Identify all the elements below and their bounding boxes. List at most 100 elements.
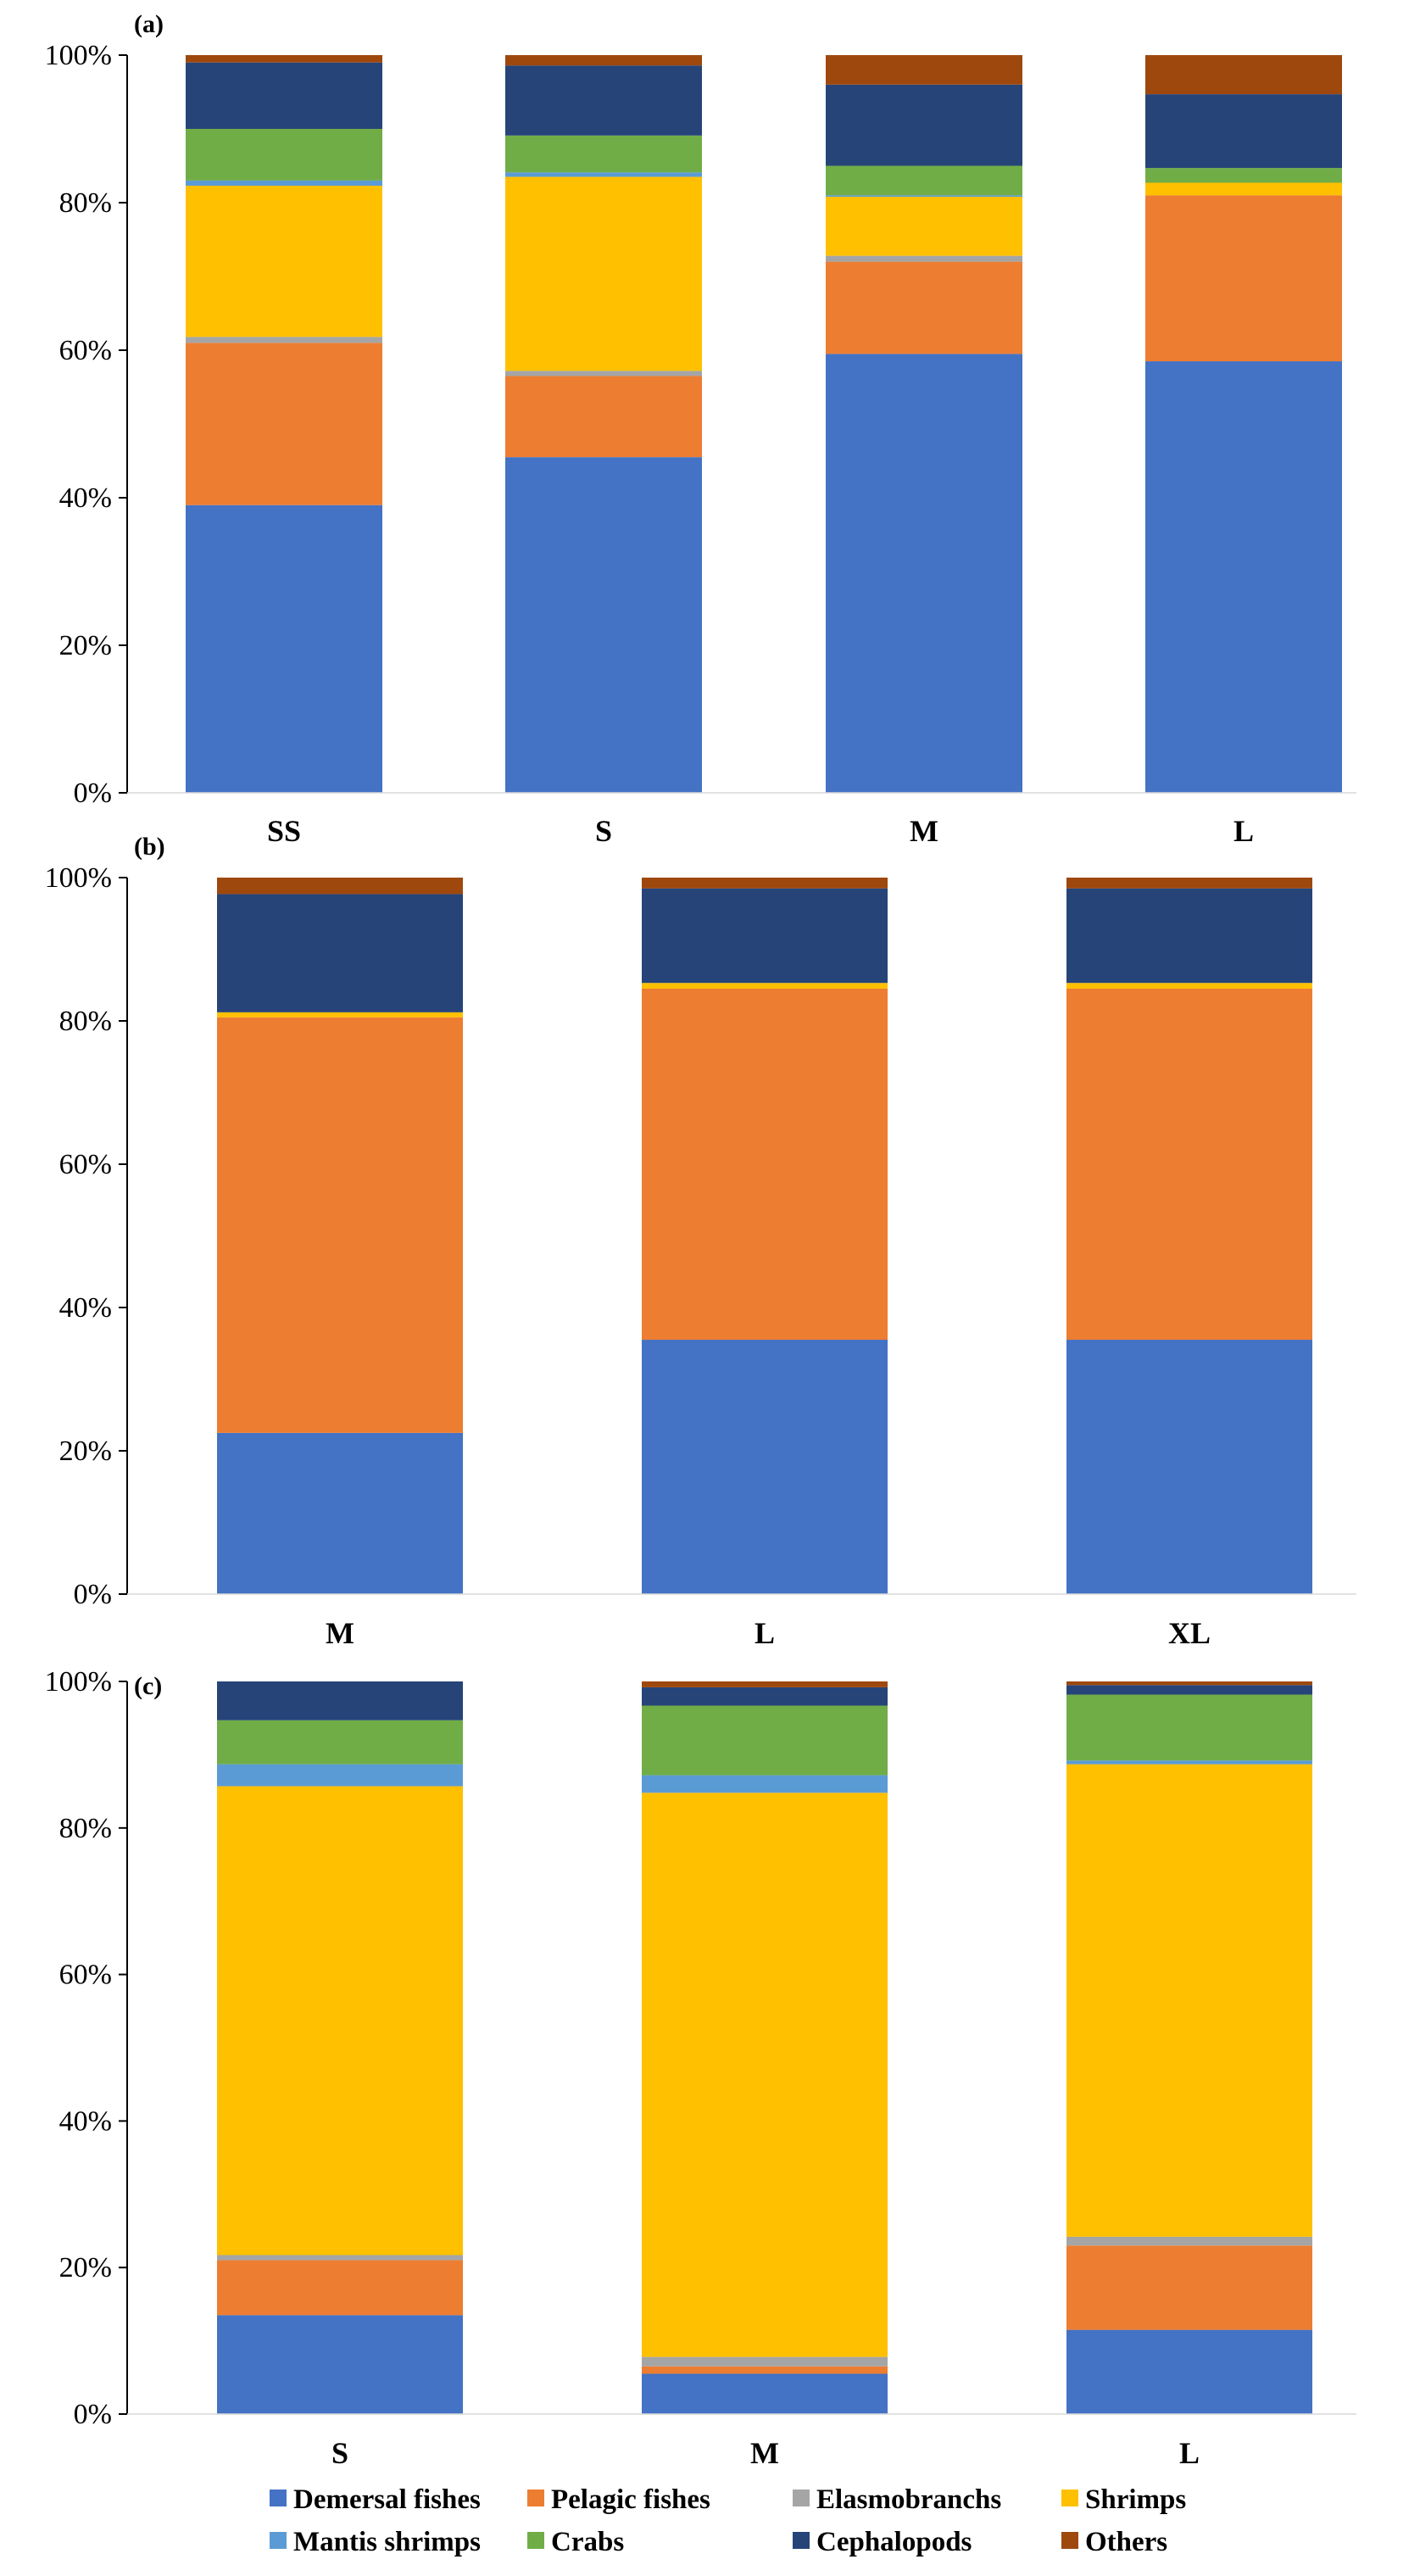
bar-m-pelagic-fishes (217, 1017, 463, 1433)
y-tick-label: 0% (74, 1579, 112, 1610)
y-tick-label: 40% (59, 482, 112, 514)
bar-m-demersal-fishes (642, 2373, 888, 2414)
panel-label: (c) (134, 1672, 162, 1700)
legend-item-pelagic-fishes: Pelagic fishes (527, 2484, 710, 2515)
legend-item-elasmobranchs: Elasmobranchs (793, 2484, 1001, 2515)
legend-swatch (793, 2532, 810, 2549)
bar-m-others (217, 878, 463, 895)
legend-swatch (1061, 2532, 1078, 2549)
bar-l-demersal-fishes (1145, 361, 1342, 793)
bar-m-shrimps (826, 197, 1022, 256)
bar-m-cephalopods (642, 1687, 888, 1706)
legend-swatch (270, 2490, 287, 2506)
bar-s-shrimps (505, 176, 702, 371)
bar-m-elasmobranchs (642, 2356, 888, 2367)
y-tick-label: 100% (45, 40, 112, 71)
category-label-m: M (326, 1616, 354, 1650)
bar-s-elasmobranchs (217, 2255, 463, 2261)
bar-m-mantis-shrimps (642, 1775, 888, 1793)
bar-l-demersal-fishes (1066, 2329, 1312, 2414)
bar-m-pelagic-fishes (826, 261, 1022, 354)
legend-item-shrimps: Shrimps (1061, 2484, 1186, 2515)
bar-l-crabs (1066, 1694, 1312, 1761)
bar-m-demersal-fishes (217, 1432, 463, 1594)
category-label-l: L (1233, 814, 1254, 848)
category-label-xl: XL (1168, 1616, 1211, 1650)
bar-l-elasmobranchs (1066, 2236, 1312, 2246)
legend-swatch (1061, 2490, 1078, 2506)
y-tick-label: 0% (74, 2399, 112, 2430)
y-tick-label: 40% (59, 1292, 112, 1324)
legend-item-cephalopods: Cephalopods (793, 2527, 972, 2557)
bar-ss-shrimps (186, 185, 382, 337)
bar-ss-elasmobranchs (186, 337, 382, 343)
bar-s-pelagic-fishes (505, 376, 702, 458)
bar-l-shrimps (642, 983, 888, 989)
legend-label: Elasmobranchs (816, 2484, 1001, 2515)
category-label-s: S (595, 814, 612, 848)
bar-l-cephalopods (642, 888, 888, 984)
category-label-l: L (1179, 2436, 1200, 2470)
bar-l-crabs (1145, 168, 1342, 183)
y-tick-label: 80% (59, 1813, 112, 1844)
bar-l-pelagic-fishes (642, 988, 888, 1341)
bar-l-mantis-shrimps (1066, 1760, 1312, 1765)
bar-l-pelagic-fishes (1066, 2245, 1312, 2330)
category-label-s: S (331, 2436, 348, 2470)
legend-label: Pelagic fishes (551, 2484, 710, 2515)
bar-xl-pelagic-fishes (1066, 988, 1312, 1341)
legend-label: Others (1085, 2527, 1167, 2557)
bar-s-mantis-shrimps (217, 1764, 463, 1787)
panel-label: (b) (134, 833, 165, 861)
legend: Demersal fishes Pelagic fishes Elasmobranc… (270, 2484, 1186, 2557)
legend-swatch (793, 2490, 810, 2506)
chart-panels: SS S M L0%20%40%60%80%100%(a)M L XL0%20%40%60… (45, 10, 1356, 2470)
bar-s-crabs (505, 135, 702, 173)
panel-b: M L XL 0% 20% 40% 60% 80% 100% (b) (45, 833, 1356, 1650)
legend-label: Demersal fishes (293, 2484, 481, 2515)
legend-label: Crabs (551, 2527, 624, 2557)
legend-label: Cephalopods (816, 2527, 972, 2557)
bar-s-shrimps (217, 1786, 463, 2255)
y-tick-label: 80% (59, 1006, 112, 1037)
category-label-m: M (750, 2436, 779, 2470)
bar-l-others (1145, 55, 1342, 95)
bar-m-shrimps (217, 1012, 463, 1018)
y-tick-label: 60% (59, 335, 112, 366)
legend-label: Shrimps (1085, 2484, 1186, 2515)
bar-s-elasmobranchs (505, 371, 702, 376)
legend-swatch (527, 2532, 544, 2549)
bar-m-crabs (826, 165, 1022, 196)
bar-s-crabs (217, 1720, 463, 1765)
bar-ss-demersal-fishes (186, 505, 382, 793)
bar-m-demersal-fishes (826, 354, 1022, 794)
bar-l-shrimps (1145, 182, 1342, 196)
bar-ss-others (186, 55, 382, 63)
bar-l-others (642, 878, 888, 889)
bar-m-mantis-shrimps (826, 195, 1022, 198)
bar-m-others (642, 1681, 888, 1687)
bar-s-demersal-fishes (217, 2315, 463, 2414)
panel-a: SS S M L0%20%40%60%80%100%(a) (45, 10, 1356, 848)
legend-swatch (270, 2532, 287, 2549)
category-label-ss: SS (267, 814, 301, 848)
y-tick-label: 80% (59, 187, 112, 219)
category-label-m: M (910, 814, 938, 848)
legend-item-crabs: Crabs (527, 2527, 624, 2557)
bar-m-shrimps (642, 1793, 888, 2357)
panel-c: S M L 0% 20% 40% 60% 80% 100% (c) (45, 1666, 1356, 2470)
bar-ss-mantis-shrimps (186, 180, 382, 186)
bar-l-shrimps (1066, 1764, 1312, 2237)
bar-s-mantis-shrimps (505, 172, 702, 177)
y-tick-label: 60% (59, 1960, 112, 1991)
legend-item-others: Others (1061, 2527, 1167, 2557)
bar-l-cephalopods (1066, 1685, 1312, 1695)
bar-l-others (1066, 1681, 1312, 1686)
bar-m-pelagic-fishes (642, 2366, 888, 2374)
bar-m-others (826, 55, 1022, 85)
legend-item-mantis-shrimps: Mantis shrimps (270, 2527, 481, 2557)
bar-m-crabs (642, 1705, 888, 1776)
bar-l-cephalopods (1145, 94, 1342, 169)
bar-s-demersal-fishes (505, 457, 702, 793)
